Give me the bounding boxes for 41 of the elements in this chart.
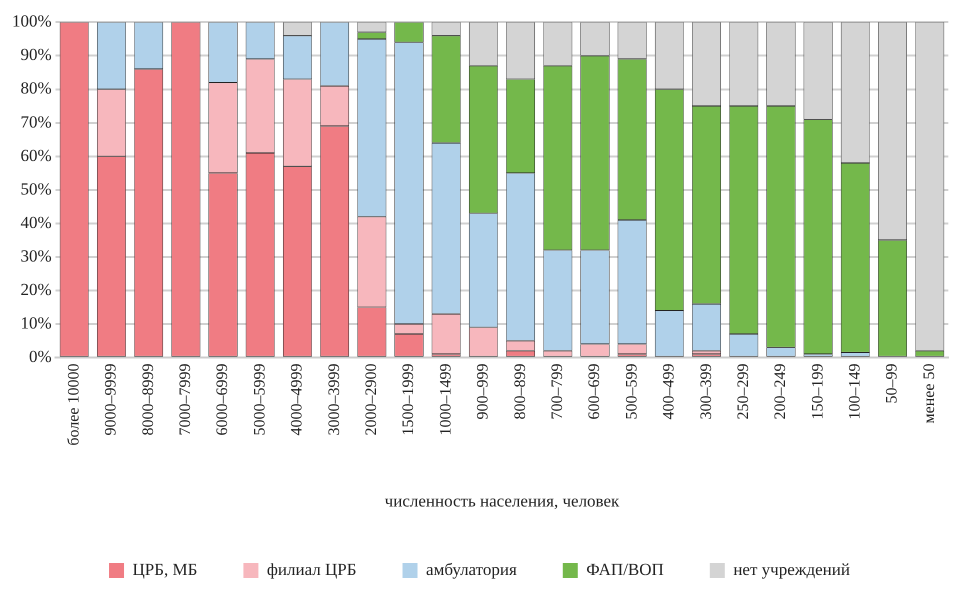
x-tick-label: 700–799 — [548, 363, 566, 420]
y-tick-label: 10% — [20, 313, 52, 332]
y-tick-label: 60% — [20, 146, 52, 165]
y-tick-label: 0% — [28, 346, 52, 366]
x-tick-label: 5000–5999 — [251, 363, 268, 436]
y-tick-label: 100% — [12, 12, 52, 31]
y-tick-label: 70% — [20, 112, 52, 132]
legend-label: ЦРБ, МБ — [132, 560, 198, 579]
x-tick-label: более 10000 — [65, 363, 82, 446]
y-tick-label: 30% — [20, 246, 52, 266]
x-tick-label: 6000–6999 — [214, 363, 232, 436]
legend-label: амбулатория — [426, 560, 517, 579]
legend-label: нет учреждений — [733, 560, 850, 579]
x-tick-label: 3000–3999 — [326, 363, 343, 436]
x-tick-label: 8000–8999 — [140, 363, 157, 436]
x-tick-label: 600–699 — [586, 363, 604, 420]
x-tick-label: 200–249 — [772, 363, 790, 420]
x-tick-label: 1500–1999 — [400, 363, 418, 436]
y-tick-label: 40% — [20, 212, 52, 232]
x-tick-label: 400–499 — [660, 363, 678, 420]
y-tick-label: 80% — [20, 78, 52, 98]
x-tick-label: 800–899 — [512, 363, 529, 420]
x-tick-label: 7000–7999 — [177, 363, 194, 436]
y-tick-label: 20% — [20, 280, 52, 299]
x-tick-label: 1000–1499 — [437, 363, 454, 436]
x-tick-label: 150–199 — [809, 363, 826, 420]
x-tick-label: 50–99 — [884, 363, 901, 404]
x-tick-label: менее 50 — [920, 363, 938, 424]
x-tick-label: 100–149 — [846, 363, 864, 420]
legend-label: филиал ЦРБ — [266, 560, 357, 579]
y-tick-label: 50% — [20, 179, 52, 198]
x-tick-label: 300–399 — [698, 363, 715, 420]
x-axis-title: численность населения, человек — [384, 491, 620, 510]
x-tick-label: 250–299 — [734, 363, 752, 420]
x-tick-label: 500–599 — [623, 363, 640, 420]
x-tick-label: 4000–4999 — [288, 363, 306, 436]
x-tick-label: 2000–2900 — [363, 363, 380, 436]
legend-label: ФАП/ВОП — [586, 560, 664, 579]
x-tick-label: 900–999 — [474, 363, 492, 420]
y-tick-label: 90% — [20, 45, 52, 64]
x-tick-label: 9000–9999 — [102, 363, 120, 436]
